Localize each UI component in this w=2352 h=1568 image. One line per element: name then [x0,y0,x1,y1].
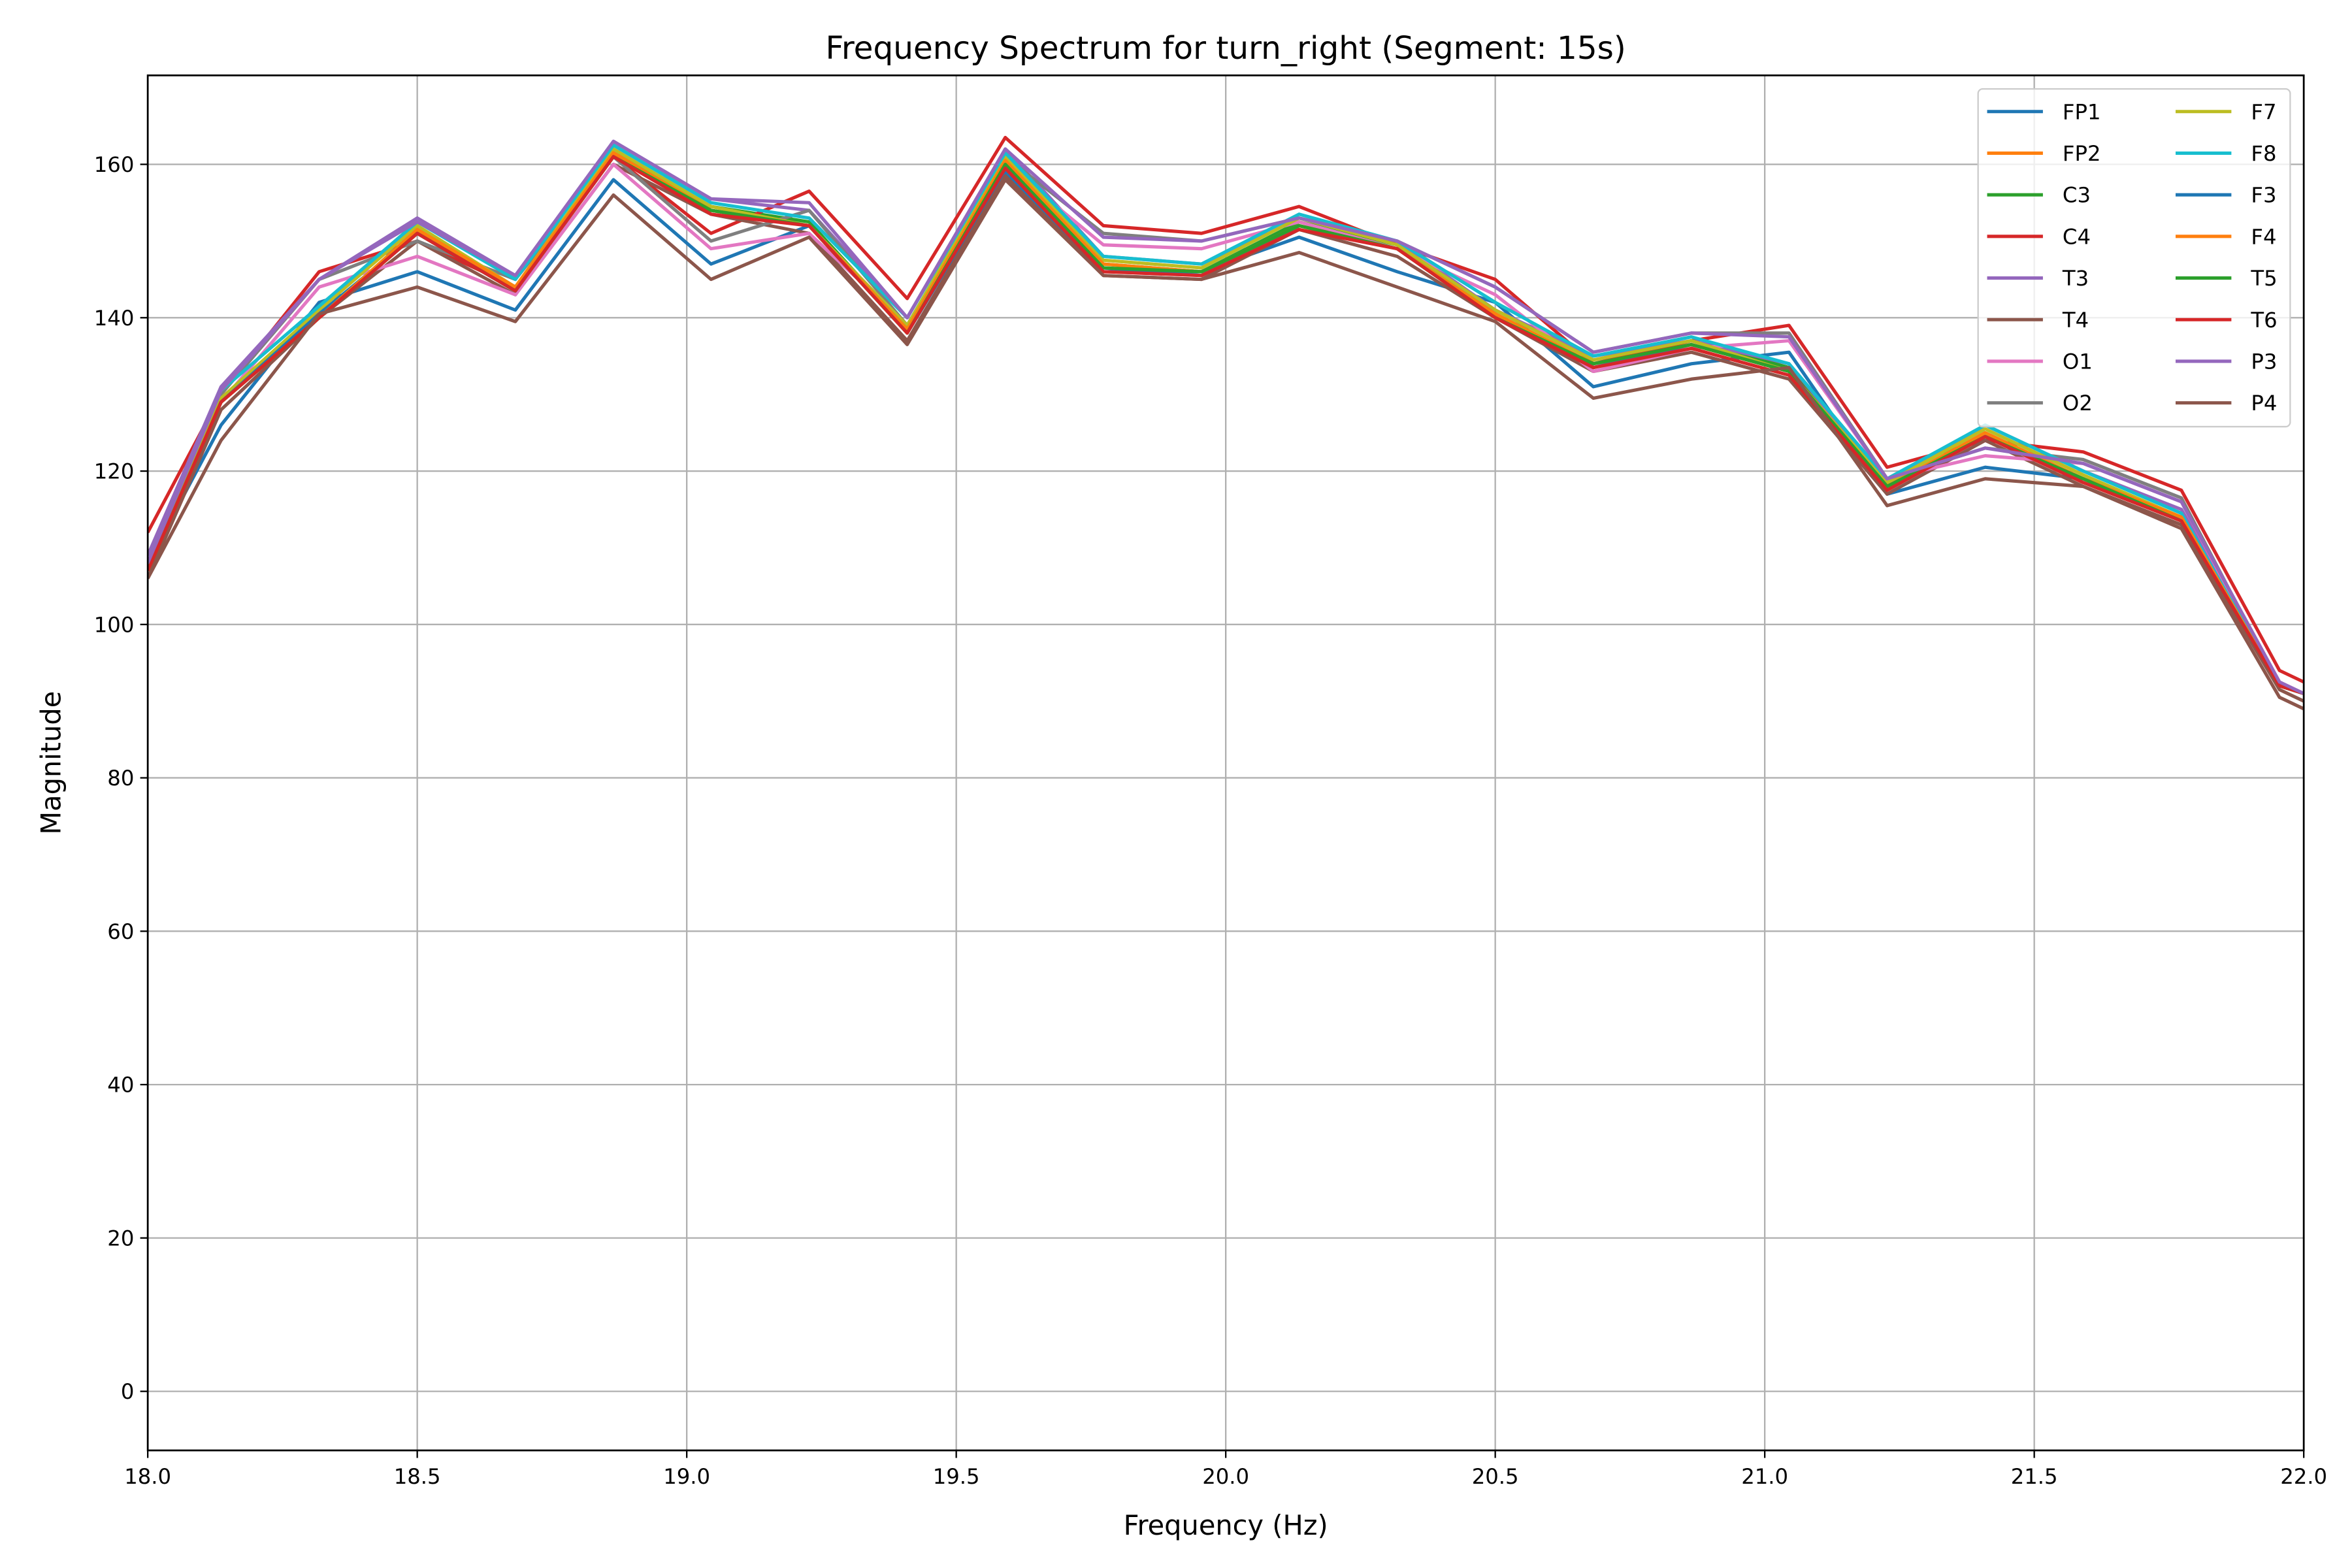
y-axis-label: Magnitude [35,691,67,835]
legend-label-t4: T4 [2062,308,2089,333]
x-tick-label: 22.0 [2280,1464,2327,1489]
legend-label-p4: P4 [2251,391,2277,416]
series-line-t4 [148,163,2304,703]
legend-label-f3: F3 [2251,183,2276,208]
legend-label-f8: F8 [2251,141,2276,166]
y-tick-label: 120 [94,459,135,484]
legend-label-fp1: FP1 [2063,99,2101,124]
legend-label-c4: C4 [2063,224,2091,249]
legend-label-f4: F4 [2251,224,2276,249]
y-tick-label: 20 [107,1226,134,1250]
x-tick-label: 20.5 [1472,1464,1519,1489]
x-tick-label: 21.0 [1741,1464,1788,1489]
legend-label-o2: O2 [2063,391,2093,416]
y-tick-label: 140 [94,306,135,331]
x-tick-label: 18.5 [394,1464,441,1489]
legend-label-p3: P3 [2251,349,2277,374]
legend-label-fp2: FP2 [2063,141,2101,166]
x-tick-label: 19.0 [663,1464,710,1489]
y-tick-label: 80 [107,766,134,791]
legend-label-f7: F7 [2251,99,2276,124]
legend: FP1 FP2 C3 C4 T3 T4 O1 O2 F7 F8 F3 F4 T5 T6 P3 P4 [1977,88,2291,428]
y-tick-label: 0 [121,1379,135,1404]
axis-ticks: 18.0 18.5 19.0 19.5 20.0 20.5 21.0 21.5 22.0 0 20 4… [94,152,2327,1489]
x-tick-label: 19.5 [933,1464,980,1489]
legend-label-t6: T6 [2250,308,2277,333]
series-line-t6 [148,155,2304,695]
legend-label-t5: T5 [2250,266,2277,291]
series-line-p4 [148,178,2304,711]
legend-label-o1: O1 [2063,349,2093,374]
y-tick-label: 40 [107,1073,134,1098]
y-tick-label: 100 [94,612,135,637]
x-tick-label: 18.0 [124,1464,171,1489]
legend-box [1977,88,2291,428]
x-tick-label: 21.5 [2011,1464,2058,1489]
x-tick-label: 20.0 [1202,1464,1249,1489]
series-line-o1 [148,163,2304,695]
series-lines [148,135,2304,711]
x-axis-label: Frequency (Hz) [1124,1509,1328,1541]
legend-label-c3: C3 [2063,183,2091,208]
y-tick-label: 160 [94,152,135,177]
legend-label-t3: T3 [2062,266,2089,291]
series-line-f8 [148,143,2304,695]
series-line-p3 [148,139,2304,695]
y-tick-label: 60 [107,919,134,944]
chart-title: Frequency Spectrum for turn_right (Segme… [825,30,1625,67]
